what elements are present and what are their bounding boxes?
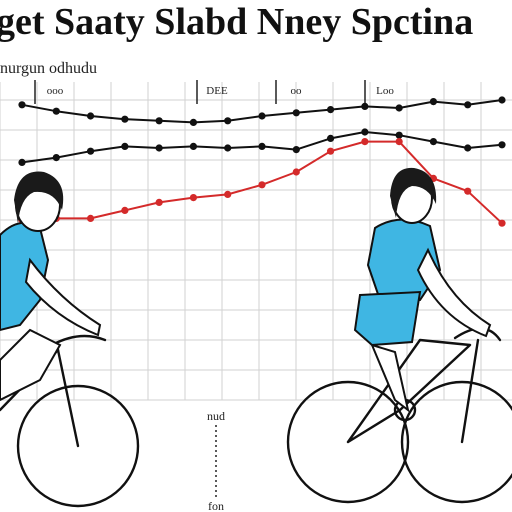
series-point-2 (52, 154, 60, 162)
series-point-1 (395, 104, 403, 112)
left-rear-wheel (16, 384, 140, 508)
right-rider-arm (416, 247, 492, 338)
series-point-2 (121, 142, 129, 150)
top-label: DEE (206, 85, 228, 97)
series-point-2 (224, 144, 232, 152)
series-point-1 (292, 109, 300, 117)
series-point-1 (52, 107, 60, 115)
series-point-1 (224, 117, 232, 125)
series-point-1 (464, 101, 472, 109)
series-point-1 (155, 117, 163, 125)
series-point-1 (326, 106, 335, 114)
top-label-group: ooo DEE oo Loo (34, 80, 394, 104)
right-rider-hair (390, 167, 437, 218)
right-cyclist-illustration (286, 167, 512, 504)
right-rider-shorts (353, 290, 422, 347)
right-front-wheel (400, 380, 512, 504)
series-point-3 (292, 168, 300, 176)
series-point-3 (498, 219, 506, 227)
series-point-1 (189, 118, 198, 126)
series-point-2 (189, 142, 198, 150)
x-axis-label-bottom: fon (208, 499, 224, 512)
series-point-3 (86, 214, 95, 222)
series-point-1 (498, 96, 506, 104)
right-rear-wheel (286, 380, 410, 504)
series-point-3 (395, 138, 403, 146)
series-point-3 (258, 181, 266, 189)
series-point-2 (395, 131, 403, 139)
x-axis-label: nud (207, 409, 225, 423)
series-point-1 (18, 101, 26, 109)
left-fork (56, 348, 80, 448)
series-point-1 (258, 112, 266, 120)
series-point-3 (189, 194, 198, 202)
right-rider-leg (370, 343, 410, 413)
series-point-2 (155, 144, 163, 152)
right-fork (460, 338, 480, 444)
top-label: oo (291, 85, 303, 97)
series-point-2 (292, 146, 300, 154)
series-point-2 (326, 134, 335, 142)
left-cyclist-illustration (0, 171, 140, 508)
series-point-2 (258, 142, 266, 150)
series-point-2 (464, 144, 472, 152)
series-point-3 (326, 147, 335, 155)
series-point-2 (429, 138, 438, 146)
series-point-3 (464, 187, 472, 195)
series-point-1 (121, 115, 129, 123)
chart-subtitle: nurgun odhudu (0, 60, 97, 77)
top-label: Loo (376, 85, 394, 97)
top-label: ooo (47, 85, 64, 97)
chart-title: get Saaty Slabd Nney Spctina (0, 1, 473, 43)
series-point-3 (121, 206, 129, 214)
left-rider-arm (24, 257, 102, 337)
series-point-3 (224, 190, 232, 198)
series-point-2 (498, 141, 506, 149)
left-rider-hair (14, 171, 64, 224)
series-layer (18, 96, 506, 227)
series-point-3 (155, 198, 163, 206)
series-point-1 (86, 112, 95, 120)
series-point-1 (361, 102, 369, 110)
series-point-2 (361, 128, 369, 136)
series-point-2 (86, 147, 95, 155)
series-point-3 (361, 138, 369, 146)
left-rider-leg (0, 328, 62, 402)
series-point-1 (429, 98, 438, 106)
series-point-2 (18, 158, 26, 166)
